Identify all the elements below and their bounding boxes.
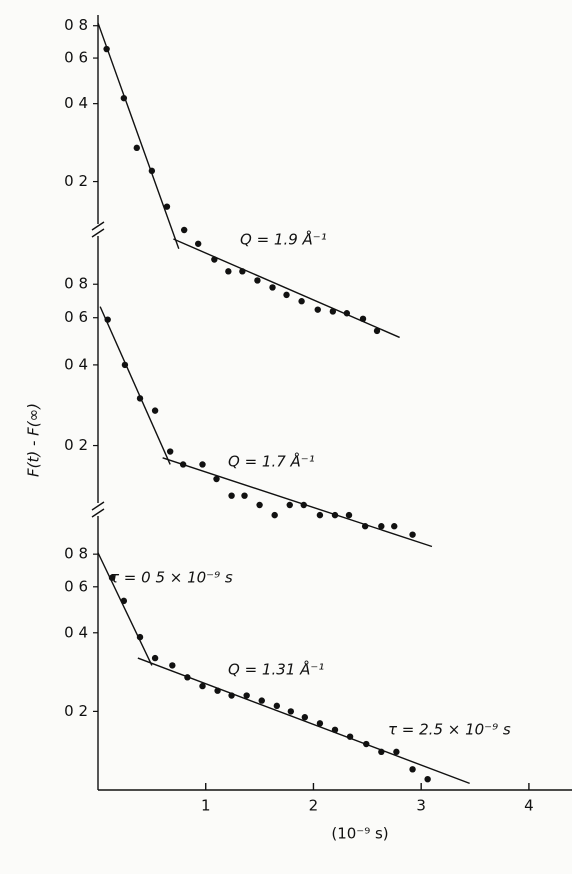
fit-line — [99, 306, 171, 465]
data-point — [103, 45, 110, 53]
data-point — [409, 531, 416, 538]
y-tick-label: 0 4 — [64, 355, 88, 373]
data-point — [241, 492, 248, 499]
data-point — [254, 277, 261, 284]
data-point — [239, 268, 246, 275]
data-point — [283, 291, 290, 299]
x-axis-label: (10⁻⁹ s) — [331, 825, 388, 843]
y-tick-label: 0 6 — [64, 577, 88, 595]
data-point — [393, 748, 400, 756]
y-tick-label: 0 2 — [64, 702, 88, 720]
data-point — [214, 687, 221, 694]
data-point — [199, 682, 206, 690]
data-point — [361, 523, 369, 530]
y-tick-label: 0 4 — [64, 623, 88, 641]
y-tick-label: 0 8 — [64, 275, 88, 293]
data-point — [211, 256, 218, 263]
data-point — [359, 315, 367, 323]
fit-line — [173, 238, 400, 339]
data-point — [169, 662, 176, 669]
data-point — [363, 740, 370, 748]
data-point — [213, 475, 220, 483]
data-point — [378, 748, 385, 756]
data-point — [228, 492, 235, 499]
axis-break — [91, 221, 105, 238]
data-point — [184, 674, 191, 681]
y-tick-label: 0 2 — [64, 172, 88, 190]
data-point — [166, 448, 174, 455]
data-point — [179, 461, 187, 468]
data-point — [120, 597, 128, 605]
fit-line — [97, 22, 180, 250]
y-axis-label: F(t) - F(∞) — [25, 403, 43, 477]
x-tick-label: 1 — [201, 797, 211, 815]
data-point — [424, 775, 431, 783]
data-point — [136, 395, 144, 402]
data-point — [133, 144, 140, 152]
fit-line — [162, 457, 433, 548]
data-point — [331, 511, 339, 519]
data-point — [343, 310, 351, 317]
data-point — [314, 306, 321, 313]
data-point — [258, 697, 265, 704]
annotation: Q = 1.7 Å⁻¹ — [228, 452, 315, 471]
data-point — [391, 523, 398, 530]
data-point — [346, 733, 354, 740]
data-point — [225, 268, 232, 275]
data-point — [409, 766, 416, 773]
y-tick-label: 0 8 — [64, 545, 88, 563]
data-point — [329, 308, 337, 315]
y-tick-label: 0 6 — [64, 49, 88, 67]
data-point — [151, 407, 159, 414]
data-point — [136, 633, 144, 641]
annotation: τ = 0 5 × 10⁻⁹ s — [110, 569, 233, 587]
data-point — [108, 574, 116, 581]
data-point — [287, 708, 295, 715]
data-point — [300, 501, 307, 509]
data-point — [331, 726, 339, 734]
data-point — [286, 501, 293, 509]
y-tick-label: 0 8 — [64, 16, 88, 34]
axis-break — [91, 501, 105, 518]
y-tick-label: 0 6 — [64, 308, 88, 326]
data-point — [271, 511, 278, 519]
data-point — [316, 511, 324, 519]
data-point — [345, 511, 353, 519]
data-point — [199, 461, 206, 468]
data-point — [121, 361, 129, 369]
data-point — [228, 692, 235, 699]
annotation: τ = 2.5 × 10⁻⁹ s — [388, 721, 511, 739]
data-point — [194, 240, 202, 247]
data-point — [120, 94, 128, 102]
data-point — [316, 720, 324, 727]
data-point — [301, 714, 309, 721]
data-point — [298, 298, 305, 305]
data-point — [163, 203, 171, 210]
annotation: Q = 1.9 Å⁻¹ — [240, 230, 327, 249]
data-point — [373, 327, 381, 335]
data-point — [243, 692, 250, 699]
y-tick-label: 0 2 — [64, 436, 88, 454]
fit-line — [137, 657, 470, 785]
data-point — [378, 523, 385, 530]
data-point — [273, 702, 281, 710]
data-point — [269, 284, 276, 291]
x-tick-label: 2 — [309, 797, 319, 815]
data-point — [151, 654, 159, 662]
x-tick-label: 3 — [416, 797, 426, 815]
y-tick-label: 0 4 — [64, 94, 88, 112]
data-point — [256, 501, 263, 509]
data-point — [180, 226, 188, 234]
annotation: Q = 1.31 Å⁻¹ — [228, 660, 324, 679]
data-point — [104, 316, 111, 323]
x-tick-label: 4 — [524, 797, 534, 815]
data-point — [148, 167, 156, 175]
fit-line — [97, 552, 153, 666]
